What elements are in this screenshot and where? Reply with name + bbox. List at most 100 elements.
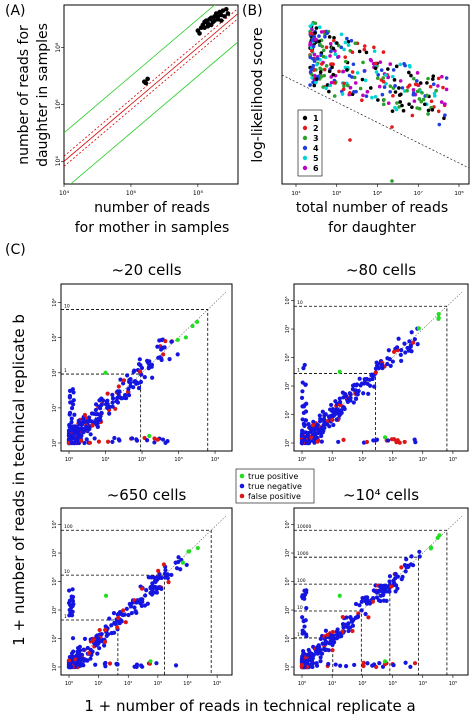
y-axis-label-line2: daughter in samples	[35, 23, 51, 167]
data-point	[348, 392, 353, 397]
data-point	[409, 330, 414, 335]
data-point	[412, 99, 417, 103]
data-point	[363, 611, 368, 617]
data-point	[134, 437, 139, 442]
data-point	[362, 377, 367, 382]
data-point	[350, 70, 355, 74]
data-point	[426, 108, 431, 113]
data-point	[194, 319, 200, 325]
legend	[297, 109, 323, 177]
data-point	[299, 663, 305, 668]
subplot-frame	[293, 507, 469, 676]
data-point	[358, 383, 363, 388]
x-tick-label: 10¹	[328, 457, 336, 463]
data-point	[158, 586, 163, 591]
data-point	[337, 593, 342, 598]
data-point	[331, 413, 336, 418]
data-point	[80, 662, 85, 667]
data-point	[311, 63, 316, 68]
data-point	[301, 366, 306, 371]
data-point	[328, 41, 333, 46]
y-tick-label: 10²	[52, 369, 58, 377]
data-point	[183, 335, 188, 340]
data-point	[326, 661, 331, 667]
data-point	[314, 26, 319, 30]
data-point	[437, 122, 442, 127]
legend-box	[235, 468, 315, 504]
data-point	[350, 628, 355, 634]
data-point	[122, 612, 127, 617]
data-point	[333, 52, 338, 57]
data-point	[381, 102, 386, 107]
y-tick-label: 10³	[52, 577, 58, 585]
x-tick-label: 10⁴	[183, 681, 191, 687]
data-point	[82, 412, 88, 418]
data-point	[350, 50, 355, 55]
data-point	[161, 562, 167, 567]
data-point	[374, 360, 379, 365]
data-point	[175, 337, 180, 342]
data-point	[360, 77, 365, 82]
data-point	[125, 373, 130, 378]
data-point	[187, 549, 192, 554]
y-tick-label: 10⁵	[285, 296, 291, 304]
data-point	[300, 631, 305, 636]
data-point	[366, 391, 371, 396]
data-point	[67, 422, 72, 428]
data-point	[77, 644, 83, 649]
data-point	[381, 76, 386, 80]
data-point	[315, 645, 320, 650]
data-point	[321, 48, 326, 53]
data-point	[398, 79, 403, 83]
data-point	[390, 359, 395, 364]
data-point	[225, 11, 231, 16]
y-axis-label-line1: number of reads for	[16, 25, 32, 165]
y-tick-label: 10⁰	[285, 439, 291, 447]
data-point	[403, 569, 408, 574]
data-point	[325, 83, 330, 87]
data-point	[105, 398, 110, 403]
data-point	[302, 437, 307, 443]
data-point	[114, 399, 119, 404]
data-point	[145, 76, 150, 82]
data-point	[335, 41, 339, 45]
data-point	[340, 92, 345, 96]
data-point	[416, 326, 421, 331]
data-point	[322, 73, 327, 78]
data-point	[387, 589, 392, 594]
data-point	[365, 89, 370, 94]
data-point	[143, 80, 149, 86]
y-tick-label: 10³	[285, 577, 291, 585]
x-tick-label: 10³	[174, 457, 182, 463]
data-point	[313, 31, 317, 35]
data-point	[430, 108, 435, 112]
data-point	[115, 389, 120, 394]
data-point	[437, 533, 442, 538]
data-point	[84, 437, 89, 442]
data-point	[409, 349, 414, 354]
data-point	[71, 390, 76, 395]
data-point	[431, 77, 435, 81]
data-point	[82, 657, 87, 662]
y-tick-label: 10⁸	[55, 42, 62, 53]
data-point	[88, 432, 93, 437]
data-point	[152, 579, 158, 584]
data-point	[352, 382, 357, 387]
data-point	[417, 549, 422, 554]
data-point	[400, 103, 404, 108]
data-point	[215, 14, 221, 19]
data-point	[306, 430, 311, 436]
data-point	[85, 645, 90, 651]
data-point	[324, 64, 329, 68]
y-tick-label: 10¹	[285, 410, 291, 418]
x-tick-label: 10²	[124, 681, 132, 687]
data-point	[422, 102, 427, 107]
data-point	[352, 662, 357, 668]
band-upper	[64, 5, 216, 134]
data-point	[420, 90, 424, 95]
data-point	[340, 622, 346, 627]
data-point	[324, 45, 329, 50]
data-point	[353, 81, 358, 85]
data-point	[344, 624, 349, 629]
data-point	[394, 64, 399, 69]
